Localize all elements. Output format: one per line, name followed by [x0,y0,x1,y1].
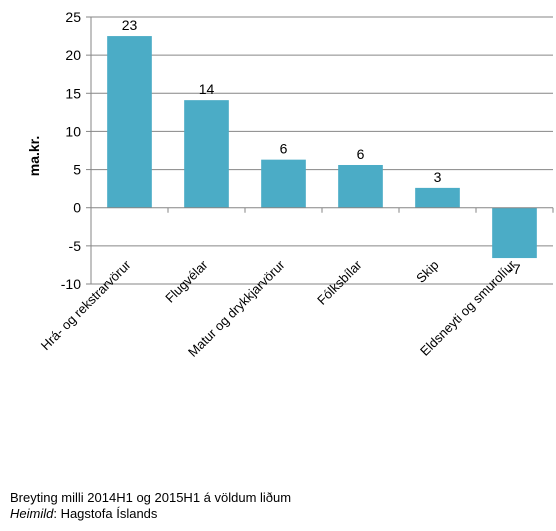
y-tick-label: 10 [65,123,81,139]
x-tick-label: Fólksbílar [314,257,365,308]
data-label: 6 [280,141,288,157]
source-text: : Hagstofa Íslands [53,506,158,521]
data-label: 23 [122,17,138,33]
bar [492,207,537,259]
y-tick-label: 0 [73,200,81,216]
y-tick-label: 25 [65,9,81,25]
x-tick-label: Flugvélar [162,257,211,306]
source-label: Heimild [10,506,54,521]
bar [107,36,152,208]
x-tick-label: Skip [413,257,441,285]
bar [415,187,460,208]
gridlines [91,16,553,285]
axes [86,16,554,285]
y-axis-label: ma.kr. [26,136,42,176]
y-tick-label: -5 [69,238,82,254]
y-tick-label: 20 [65,47,81,63]
bar [338,164,383,208]
y-tick-label: 15 [65,85,81,101]
x-tick-label: Hrá- og rekstrarvörur [38,257,134,353]
data-label: 3 [434,169,442,185]
y-tick-label: -10 [61,276,81,292]
y-tick-label: 5 [73,162,81,178]
bars [107,36,537,259]
bar [184,100,229,208]
data-labels: 23 14 6 6 3 -7 [122,17,521,277]
y-tick-labels: -10 -5 0 5 10 15 20 25 [61,9,81,292]
data-label: -7 [508,261,521,277]
data-label: 6 [357,146,365,162]
chart-source: Heimild: Hagstofa Íslands [10,506,157,522]
data-label: 14 [199,81,215,97]
bar [261,159,306,208]
chart-caption: Breyting milli 2014H1 og 2015H1 á völdum… [10,490,292,505]
bar-chart: -10 -5 0 5 10 15 20 25 Hrá- og rekstrarvörur Flu… [26,9,554,360]
